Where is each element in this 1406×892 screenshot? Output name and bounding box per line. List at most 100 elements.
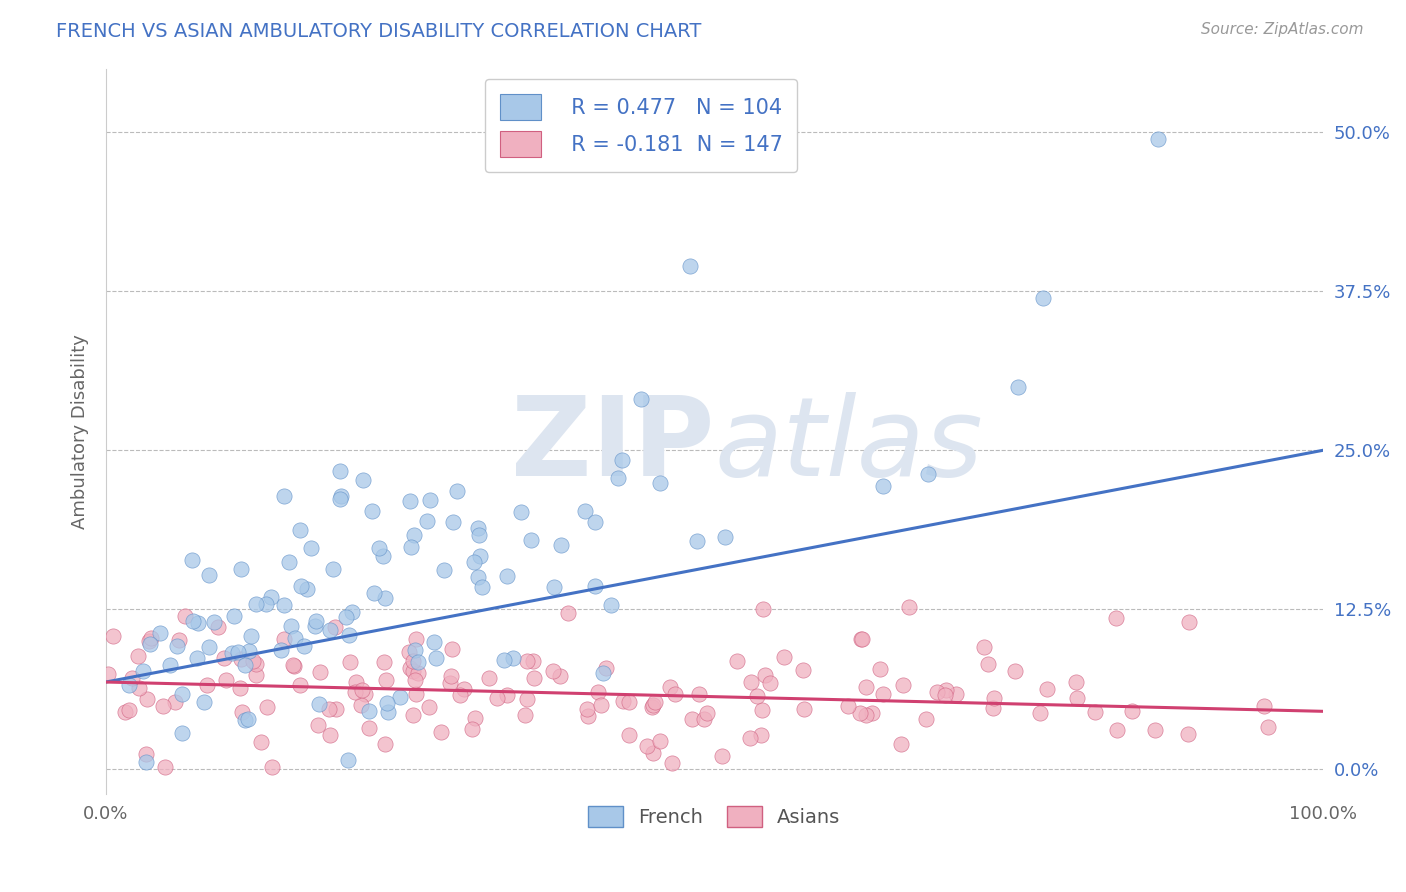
Point <box>193 695 215 709</box>
Point <box>165 695 187 709</box>
Point <box>495 569 517 583</box>
Point <box>325 702 347 716</box>
Point <box>925 685 948 699</box>
Point <box>242 654 264 668</box>
Point <box>128 681 150 696</box>
Point <box>402 654 425 668</box>
Point <box>837 699 859 714</box>
Point <box>441 515 464 529</box>
Point <box>114 705 136 719</box>
Point <box>318 702 340 716</box>
Point <box>187 615 209 630</box>
Point <box>212 651 235 665</box>
Point <box>231 705 253 719</box>
Point <box>418 699 440 714</box>
Point <box>283 658 305 673</box>
Point <box>574 504 596 518</box>
Point <box>860 706 883 720</box>
Point <box>600 599 623 613</box>
Point <box>935 682 957 697</box>
Point <box>759 675 782 690</box>
Point <box>467 570 489 584</box>
Point <box>897 599 920 614</box>
Point <box>197 640 219 654</box>
Point <box>139 631 162 645</box>
Point <box>419 493 441 508</box>
Point <box>440 669 463 683</box>
Point <box>688 688 710 702</box>
Point <box>696 706 718 720</box>
Point <box>226 645 249 659</box>
Point <box>118 678 141 692</box>
Text: atlas: atlas <box>714 392 983 500</box>
Point <box>214 673 236 687</box>
Point <box>1121 704 1143 718</box>
Point <box>586 685 609 699</box>
Point <box>425 651 447 665</box>
Point <box>461 722 484 736</box>
Point <box>181 553 204 567</box>
Point <box>446 483 468 498</box>
Point <box>793 702 815 716</box>
Point <box>509 506 531 520</box>
Point <box>983 690 1005 705</box>
Y-axis label: Ambulatory Disability: Ambulatory Disability <box>72 334 89 529</box>
Point <box>236 712 259 726</box>
Point <box>583 515 606 529</box>
Point <box>648 475 671 490</box>
Point <box>354 687 377 701</box>
Point <box>402 708 425 723</box>
Point <box>330 489 353 503</box>
Point <box>398 494 420 508</box>
Point <box>973 640 995 654</box>
Point <box>329 491 352 506</box>
Point <box>440 642 463 657</box>
Point <box>1105 611 1128 625</box>
Point <box>280 618 302 632</box>
Point <box>245 657 267 671</box>
Point <box>352 473 374 487</box>
Point <box>485 691 508 706</box>
Point <box>273 489 295 503</box>
Point <box>335 610 357 624</box>
Point <box>195 678 218 692</box>
Point <box>1257 720 1279 734</box>
Point <box>288 524 311 538</box>
Point <box>224 609 246 624</box>
Point <box>278 555 301 569</box>
Point <box>612 693 634 707</box>
Point <box>233 658 256 673</box>
Point <box>374 737 396 751</box>
Point <box>583 579 606 593</box>
Point <box>359 704 381 718</box>
Point <box>520 533 543 548</box>
Point <box>127 648 149 663</box>
Point <box>1029 706 1052 721</box>
Point <box>891 678 914 692</box>
Point <box>340 605 363 619</box>
Point <box>591 698 613 713</box>
Legend: French, Asians: French, Asians <box>581 798 848 835</box>
Point <box>977 657 1000 671</box>
Point <box>377 705 399 719</box>
Point <box>290 678 312 692</box>
Point <box>661 756 683 771</box>
Point <box>644 695 666 709</box>
Point <box>664 688 686 702</box>
Point <box>138 637 160 651</box>
Point <box>329 464 352 478</box>
Point <box>496 688 519 702</box>
Point <box>751 703 773 717</box>
Point <box>135 756 157 770</box>
Point <box>295 582 318 596</box>
Point <box>915 712 938 726</box>
Point <box>388 690 411 704</box>
Point <box>423 635 446 649</box>
Point <box>404 643 426 657</box>
Point <box>679 259 702 273</box>
Point <box>934 688 956 702</box>
Point <box>659 681 682 695</box>
Point <box>849 706 872 720</box>
Point <box>738 731 761 745</box>
Point <box>159 657 181 672</box>
